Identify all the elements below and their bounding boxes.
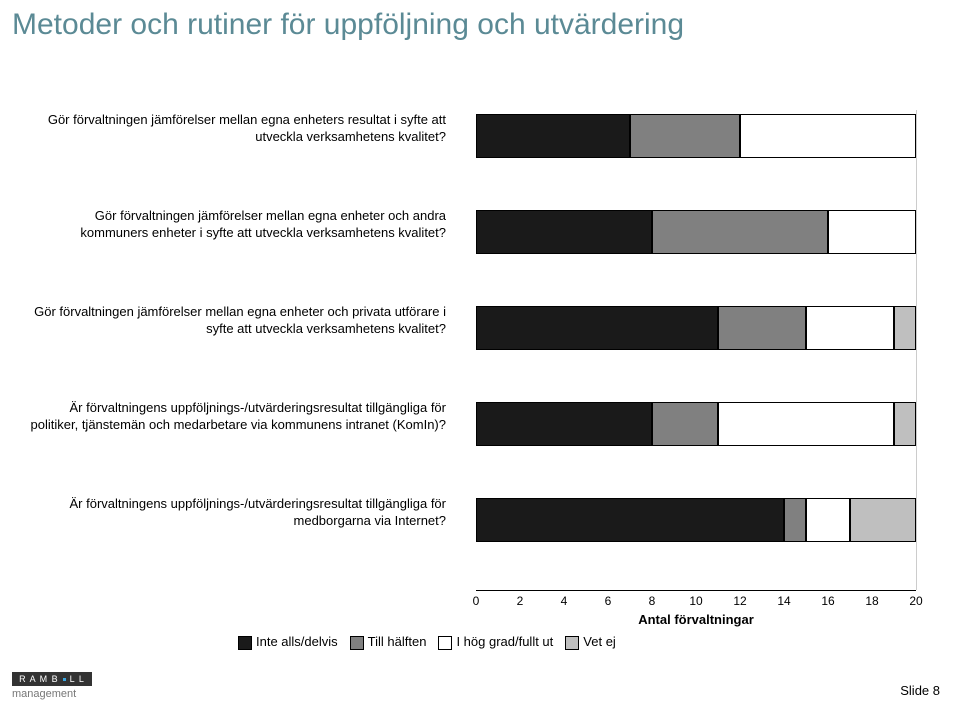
x-tick: 12: [733, 594, 746, 608]
x-tick: 2: [517, 594, 524, 608]
bar-segment-hog: [806, 498, 850, 542]
bar-row: [476, 306, 916, 350]
x-tick: 0: [473, 594, 480, 608]
page-title: Metoder och rutiner för uppföljning och …: [12, 8, 684, 43]
bar-segment-hog: [718, 402, 894, 446]
bar-segment-vet: [894, 306, 916, 350]
legend-label: Inte alls/delvis: [256, 634, 338, 649]
legend-label: I hög grad/fullt ut: [456, 634, 553, 649]
bar-segment-hog: [806, 306, 894, 350]
bar-segment-till: [630, 114, 740, 158]
bar-segment-till: [652, 402, 718, 446]
bar-row: [476, 498, 916, 542]
bar-segment-vet: [850, 498, 916, 542]
x-tick: 8: [649, 594, 656, 608]
x-tick: 16: [821, 594, 834, 608]
question-label: Gör förvaltningen jämförelser mellan egn…: [26, 304, 446, 338]
bar-segment-inte: [476, 306, 718, 350]
title-block: Metoder och rutiner för uppföljning och …: [0, 0, 702, 53]
bar-segment-vet: [894, 402, 916, 446]
bar-segment-inte: [476, 210, 652, 254]
question-label: Gör förvaltningen jämförelser mellan egn…: [26, 208, 446, 242]
bar-segment-till: [784, 498, 806, 542]
x-axis-title: Antal förvaltningar: [476, 612, 916, 627]
bar-segment-hog: [740, 114, 916, 158]
bar-row: [476, 210, 916, 254]
x-tick: 10: [689, 594, 702, 608]
question-label: Är förvaltningens uppföljnings-/utvärder…: [26, 496, 446, 530]
bar-segment-inte: [476, 402, 652, 446]
bar-segment-till: [652, 210, 828, 254]
legend-label: Vet ej: [583, 634, 616, 649]
legend: Inte alls/delvis Till hälften I hög grad/f…: [226, 634, 616, 650]
question-label: Gör förvaltningen jämförelser mellan egn…: [26, 112, 446, 146]
bar-segment-hog: [828, 210, 916, 254]
legend-label: Till hälften: [368, 634, 427, 649]
bar-segment-inte: [476, 498, 784, 542]
ramboll-logo: R A M B L L: [12, 672, 92, 686]
x-tick: 14: [777, 594, 790, 608]
x-tick: 18: [865, 594, 878, 608]
legend-swatch: [238, 636, 252, 650]
footer-logo: R A M B L L management: [12, 672, 92, 700]
bar-row: [476, 402, 916, 446]
slide-number: Slide 8: [900, 683, 940, 698]
logo-subtext: management: [12, 688, 92, 700]
legend-swatch: [350, 636, 364, 650]
x-tick: 6: [605, 594, 612, 608]
x-tick: 20: [909, 594, 922, 608]
x-tick: 4: [561, 594, 568, 608]
chart: Gör förvaltningen jämförelser mellan egn…: [26, 110, 934, 620]
legend-swatch: [565, 636, 579, 650]
bar-segment-inte: [476, 114, 630, 158]
bar-row: [476, 114, 916, 158]
legend-swatch: [438, 636, 452, 650]
question-label: Är förvaltningens uppföljnings-/utvärder…: [26, 400, 446, 434]
bar-segment-till: [718, 306, 806, 350]
